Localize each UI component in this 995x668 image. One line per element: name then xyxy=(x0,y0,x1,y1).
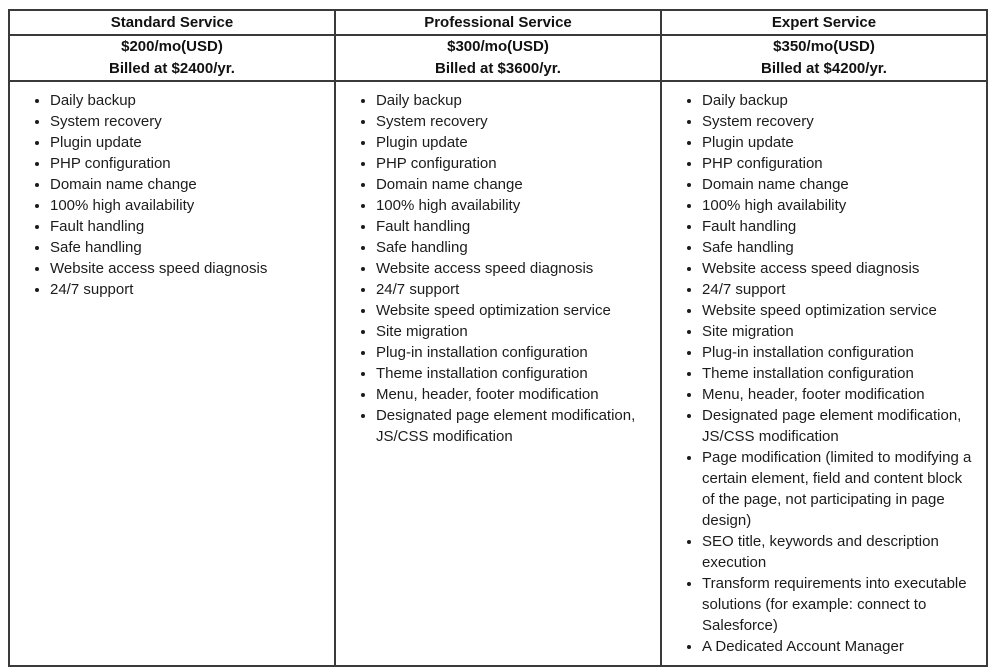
feature-item: Plug-in installation configuration xyxy=(702,342,980,363)
feature-item: Safe handling xyxy=(376,237,654,258)
plan-price-standard: $200/mo(USD) Billed at $2400/yr. xyxy=(8,34,336,82)
price-yearly: Billed at $3600/yr. xyxy=(435,60,561,77)
feature-item: Website access speed diagnosis xyxy=(376,258,654,279)
plan-features-row: Daily backupSystem recoveryPlugin update… xyxy=(8,80,988,667)
feature-item: Website access speed diagnosis xyxy=(50,258,328,279)
feature-item: Website speed optimization service xyxy=(376,300,654,321)
feature-item: Plugin update xyxy=(702,132,980,153)
feature-item: Menu, header, footer modification xyxy=(702,384,980,405)
feature-item: Safe handling xyxy=(50,237,328,258)
feature-item: Safe handling xyxy=(702,237,980,258)
price-yearly: Billed at $2400/yr. xyxy=(109,60,235,77)
feature-item: System recovery xyxy=(376,111,654,132)
plan-price-professional: $300/mo(USD) Billed at $3600/yr. xyxy=(333,34,663,82)
plan-price-expert: $350/mo(USD) Billed at $4200/yr. xyxy=(660,34,988,82)
feature-item: 24/7 support xyxy=(376,279,654,300)
price-monthly: $200/mo(USD) xyxy=(121,38,223,55)
feature-item: Theme installation configuration xyxy=(376,363,654,384)
feature-item: Daily backup xyxy=(376,90,654,111)
feature-item: 100% high availability xyxy=(376,195,654,216)
feature-item: Website speed optimization service xyxy=(702,300,980,321)
feature-item: Fault handling xyxy=(376,216,654,237)
plan-features-standard: Daily backupSystem recoveryPlugin update… xyxy=(8,80,336,667)
feature-item: Website access speed diagnosis xyxy=(702,258,980,279)
feature-item: 100% high availability xyxy=(50,195,328,216)
plan-header-row: Standard Service Professional Service Ex… xyxy=(8,9,988,36)
price-yearly: Billed at $4200/yr. xyxy=(761,60,887,77)
plan-features-expert: Daily backupSystem recoveryPlugin update… xyxy=(660,80,988,667)
feature-item: Designated page element modification, JS… xyxy=(376,405,654,447)
price-monthly: $350/mo(USD) xyxy=(773,38,875,55)
feature-list: Daily backupSystem recoveryPlugin update… xyxy=(336,90,654,447)
price-monthly: $300/mo(USD) xyxy=(447,38,549,55)
feature-item: Transform requirements into executable s… xyxy=(702,573,980,636)
feature-item: Fault handling xyxy=(702,216,980,237)
feature-item: Site migration xyxy=(376,321,654,342)
feature-item: Daily backup xyxy=(50,90,328,111)
pricing-table: Standard Service Professional Service Ex… xyxy=(8,9,988,667)
feature-item: Domain name change xyxy=(50,174,328,195)
feature-item: PHP configuration xyxy=(702,153,980,174)
feature-list: Daily backupSystem recoveryPlugin update… xyxy=(662,90,980,657)
feature-item: Plugin update xyxy=(376,132,654,153)
feature-item: SEO title, keywords and description exec… xyxy=(702,531,980,573)
feature-item: Theme installation configuration xyxy=(702,363,980,384)
feature-item: 24/7 support xyxy=(702,279,980,300)
feature-item: Designated page element modification, JS… xyxy=(702,405,980,447)
plan-header-professional: Professional Service xyxy=(333,9,663,36)
feature-item: A Dedicated Account Manager xyxy=(702,636,980,657)
feature-item: Domain name change xyxy=(376,174,654,195)
feature-item: Page modification (limited to modifying … xyxy=(702,447,980,531)
feature-item: 24/7 support xyxy=(50,279,328,300)
plan-price-row: $200/mo(USD) Billed at $2400/yr. $300/mo… xyxy=(8,34,988,82)
feature-item: 100% high availability xyxy=(702,195,980,216)
plan-features-professional: Daily backupSystem recoveryPlugin update… xyxy=(333,80,663,667)
feature-item: Domain name change xyxy=(702,174,980,195)
feature-item: PHP configuration xyxy=(50,153,328,174)
feature-item: System recovery xyxy=(50,111,328,132)
feature-item: System recovery xyxy=(702,111,980,132)
plan-header-standard: Standard Service xyxy=(8,9,336,36)
feature-item: Plugin update xyxy=(50,132,328,153)
feature-item: PHP configuration xyxy=(376,153,654,174)
feature-item: Plug-in installation configuration xyxy=(376,342,654,363)
feature-item: Fault handling xyxy=(50,216,328,237)
feature-item: Site migration xyxy=(702,321,980,342)
feature-item: Menu, header, footer modification xyxy=(376,384,654,405)
feature-item: Daily backup xyxy=(702,90,980,111)
plan-header-expert: Expert Service xyxy=(660,9,988,36)
feature-list: Daily backupSystem recoveryPlugin update… xyxy=(10,90,328,300)
